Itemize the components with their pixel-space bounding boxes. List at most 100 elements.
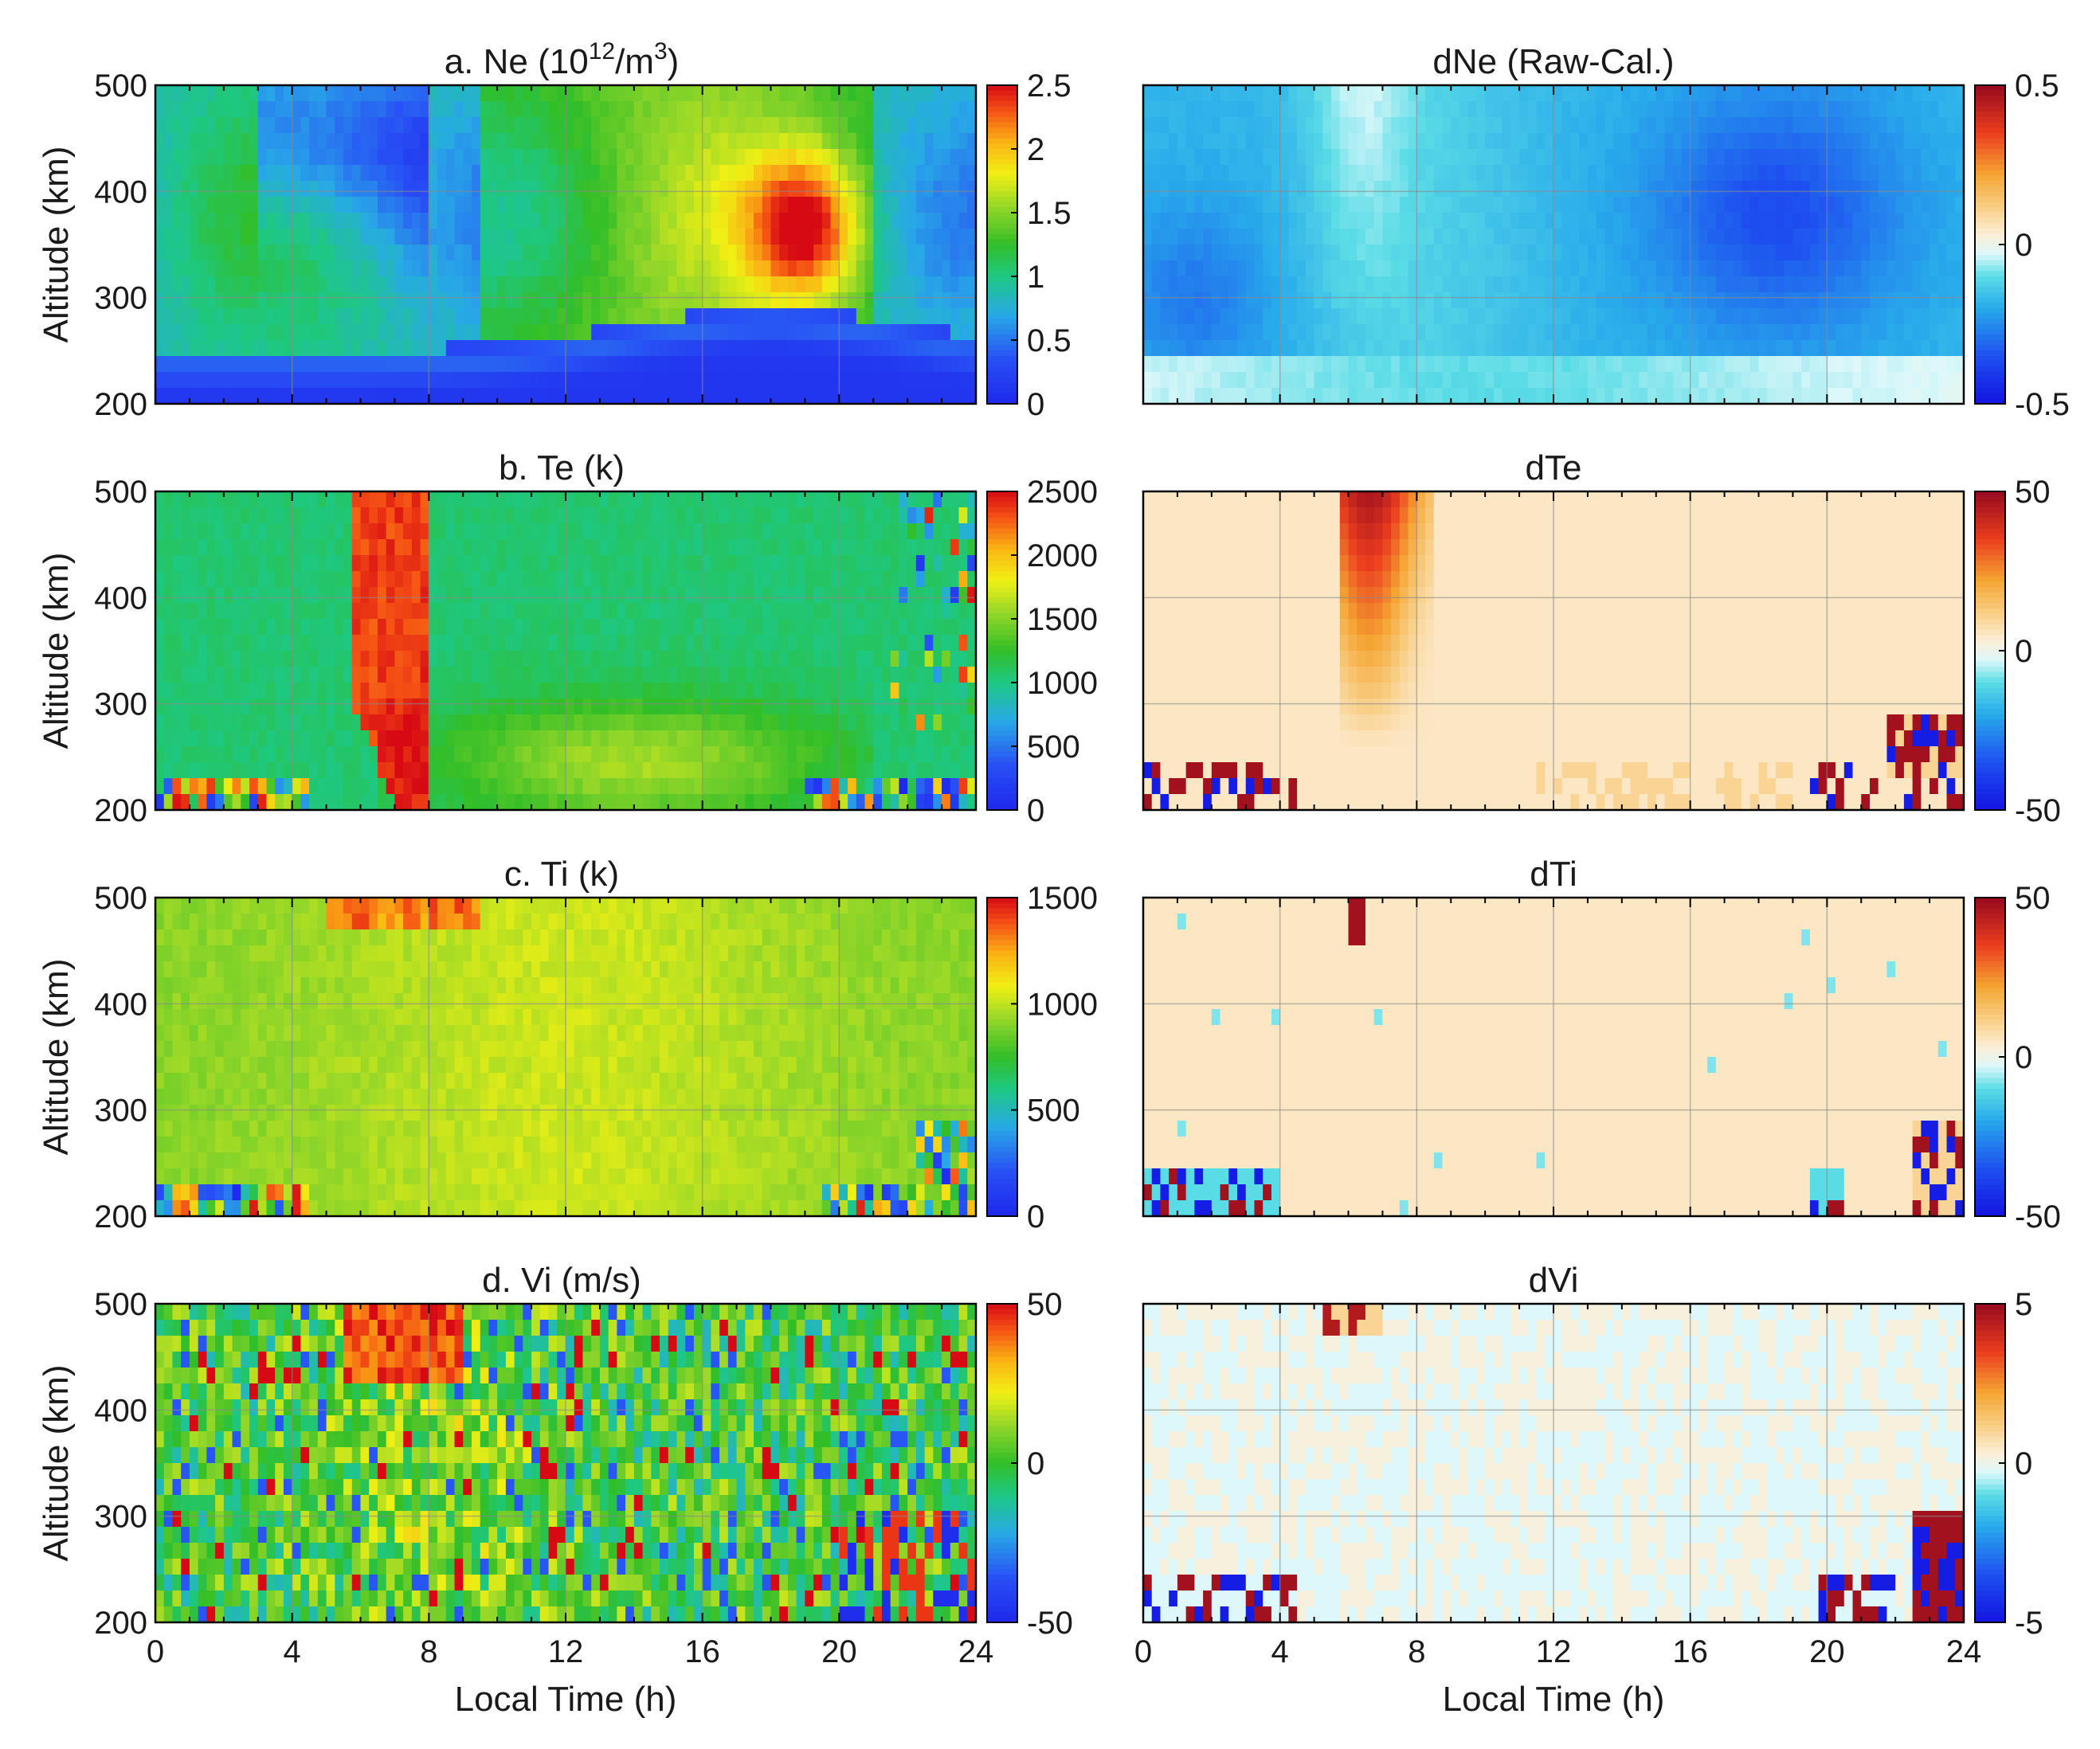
ne-cell <box>787 149 797 166</box>
ne-cell <box>924 133 934 150</box>
dne-cell <box>1228 372 1238 389</box>
dne-colorbar-swatch <box>1975 271 2005 277</box>
dne-cell <box>1724 133 1734 150</box>
dne-cell <box>1784 356 1794 373</box>
dne-cell <box>1561 260 1572 277</box>
te-cell <box>206 762 216 779</box>
ne-cell <box>881 165 891 182</box>
dne-cell <box>1493 276 1503 293</box>
te-cell <box>471 698 481 715</box>
ne-cell <box>599 165 609 182</box>
te-cell <box>189 555 199 572</box>
ne-cell <box>856 165 866 182</box>
te-cell <box>505 523 515 540</box>
ne-cell <box>403 324 413 341</box>
ne-colorbar-swatch <box>987 245 1017 251</box>
te-cell <box>300 587 310 604</box>
ne-cell <box>727 260 738 277</box>
ne-cell <box>163 260 174 277</box>
dne-cell <box>1425 292 1435 309</box>
dne-colorbar-swatch <box>1975 223 2005 229</box>
ne-cell <box>249 260 259 277</box>
ne-cell <box>155 213 165 229</box>
dne-cell <box>1895 276 1905 293</box>
te-cell <box>351 523 362 540</box>
dne-cell <box>1331 149 1341 166</box>
dne-cell <box>1237 372 1247 389</box>
ne-cell <box>958 260 968 277</box>
dne-cell <box>1903 245 1914 261</box>
ne-cell <box>642 292 652 309</box>
dne-cell <box>1305 101 1315 118</box>
dne-cell <box>1955 308 1965 325</box>
dne-cell <box>1937 324 1948 341</box>
dne-cell <box>1809 292 1820 309</box>
dne-cell <box>1733 229 1742 245</box>
te-cell <box>454 603 464 620</box>
te-cell <box>335 491 344 508</box>
ne-cell <box>189 372 199 389</box>
dne-cell <box>1809 213 1820 229</box>
ne-cell <box>702 197 711 213</box>
te-cell <box>172 746 182 763</box>
ne-cell <box>172 229 182 245</box>
ne-cell <box>762 308 772 325</box>
ne-cell <box>266 388 276 405</box>
dne-cell <box>1297 197 1307 213</box>
te-cell <box>497 603 507 620</box>
ne-cell <box>420 308 429 325</box>
ne-cell <box>189 308 199 325</box>
te-cell <box>309 651 319 667</box>
ne-colorbar-swatch <box>987 186 1017 192</box>
dne-cell <box>1408 165 1417 182</box>
ne-cell <box>369 149 378 166</box>
dne-cell <box>1160 372 1169 389</box>
dne-cell <box>1775 276 1785 293</box>
ne-cell <box>719 181 729 198</box>
ne-cell <box>950 181 960 198</box>
ne-cell <box>625 245 635 261</box>
dne-cell <box>1690 229 1699 245</box>
ne-cell <box>599 356 609 373</box>
dne-cell <box>1220 197 1229 213</box>
ne-cell <box>480 308 490 325</box>
ne-cell <box>394 308 404 325</box>
ne-cell <box>275 213 284 229</box>
ne-cell <box>787 340 797 357</box>
dne-cell <box>1408 245 1417 261</box>
ne-cell <box>257 229 268 245</box>
te-cell <box>369 507 378 524</box>
ne-cell <box>625 356 635 373</box>
dne-cell <box>1271 308 1281 325</box>
dne-cell <box>1792 260 1802 277</box>
ne-cell <box>881 308 891 325</box>
ne-cell <box>454 340 464 357</box>
dne-cell <box>1836 372 1845 389</box>
te-cell <box>497 683 507 699</box>
ne-cell <box>924 101 934 118</box>
ne-cell <box>727 181 738 198</box>
ne-cell <box>770 340 780 357</box>
te-cell <box>386 507 396 524</box>
dne-cell <box>1263 292 1272 309</box>
ne-cell <box>899 197 908 213</box>
dne-cell <box>1382 149 1392 166</box>
ne-cell <box>899 356 908 373</box>
ne-cell <box>232 165 241 182</box>
dne-cell <box>1263 372 1272 389</box>
dne-cell <box>1425 372 1435 389</box>
te-cell <box>163 635 174 651</box>
te-cell <box>403 571 413 588</box>
dne-cell <box>1425 149 1435 166</box>
ne-cell <box>505 229 515 245</box>
dne-cell <box>1382 340 1392 357</box>
ne-cell <box>181 117 190 134</box>
ne-cell <box>762 276 772 293</box>
ne-cell <box>958 356 968 373</box>
ne-cell <box>548 149 558 166</box>
dne-cell <box>1339 149 1350 166</box>
dne-cell <box>1194 117 1204 134</box>
ne-cell <box>702 372 711 389</box>
te-cell <box>488 794 498 811</box>
dne-cell <box>1391 229 1401 245</box>
